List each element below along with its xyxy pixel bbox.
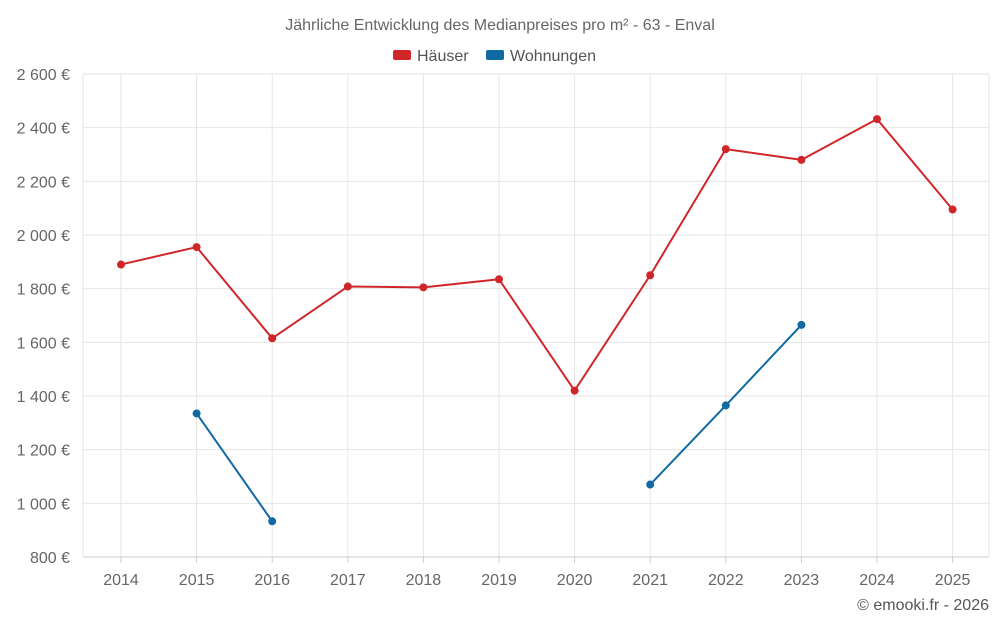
x-axis: 2014 2015 2016 2017 2018 2019 2020 2021 2022 2023… xyxy=(83,556,989,589)
x-tick-label: 2024 xyxy=(859,572,895,589)
y-tick-label: 2 000 € xyxy=(17,228,70,245)
series-layer xyxy=(117,115,957,526)
x-tick-label: 2023 xyxy=(784,572,820,589)
series-wohnungen xyxy=(192,320,806,526)
data-point-haeuser[interactable] xyxy=(268,334,277,343)
legend-item-wohnungen[interactable]: Wohnungen xyxy=(486,48,596,65)
data-point-wohnungen[interactable] xyxy=(721,401,730,410)
x-tick-label: 2016 xyxy=(254,572,290,589)
chart-title: Jährliche Entwicklung des Medianpreises … xyxy=(285,17,715,34)
credit-text: © emooki.fr - 2026 xyxy=(857,597,989,614)
data-point-haeuser[interactable] xyxy=(570,386,579,395)
data-point-haeuser[interactable] xyxy=(117,260,125,269)
gridlines xyxy=(82,73,990,558)
y-tick-label: 2 200 € xyxy=(17,174,70,191)
x-tick-label: 2022 xyxy=(708,572,744,589)
data-point-haeuser[interactable] xyxy=(721,145,730,154)
y-tick-label: 1 400 € xyxy=(17,389,70,406)
legend: Häuser Wohnungen xyxy=(393,48,596,65)
legend-label-wohnungen: Wohnungen xyxy=(510,48,596,65)
series-line-wohnungen xyxy=(195,412,274,522)
data-point-haeuser[interactable] xyxy=(495,275,503,284)
series-line-haeuser xyxy=(120,118,954,392)
x-tick-label: 2020 xyxy=(557,572,593,589)
legend-item-haeuser[interactable]: Häuser xyxy=(393,48,469,65)
data-point-haeuser[interactable] xyxy=(646,271,655,280)
series-haeuser xyxy=(117,115,957,395)
y-tick-label: 2 400 € xyxy=(17,121,70,138)
data-point-haeuser[interactable] xyxy=(797,155,806,164)
legend-label-haeuser: Häuser xyxy=(417,48,469,65)
x-tick-label: 2017 xyxy=(330,572,366,589)
data-point-wohnungen[interactable] xyxy=(646,480,655,489)
data-point-wohnungen[interactable] xyxy=(268,517,277,526)
y-tick-label: 1 600 € xyxy=(17,335,70,352)
legend-swatch-haeuser xyxy=(393,50,411,60)
y-tick-label: 800 € xyxy=(30,550,70,567)
y-tick-label: 1 200 € xyxy=(17,443,70,460)
data-point-haeuser[interactable] xyxy=(419,283,428,292)
x-tick-label: 2018 xyxy=(406,572,442,589)
data-point-haeuser[interactable] xyxy=(192,243,201,252)
legend-swatch-wohnungen xyxy=(486,50,504,60)
y-tick-label: 1 000 € xyxy=(17,496,70,513)
data-point-wohnungen[interactable] xyxy=(192,409,201,418)
data-point-haeuser[interactable] xyxy=(343,282,352,291)
x-tick-label: 2015 xyxy=(179,572,215,589)
x-tick-label: 2025 xyxy=(935,572,971,589)
x-tick-label: 2021 xyxy=(632,572,668,589)
x-tick-label: 2019 xyxy=(481,572,517,589)
x-tick-label: 2014 xyxy=(103,572,139,589)
data-point-wohnungen[interactable] xyxy=(797,320,806,329)
y-tick-label: 2 600 € xyxy=(17,67,70,84)
data-point-haeuser[interactable] xyxy=(873,115,881,124)
y-axis: 800 € 1 000 € 1 200 € 1 400 € 1 600 € 1 800 €… xyxy=(17,67,70,567)
y-tick-label: 1 800 € xyxy=(17,282,70,299)
data-point-haeuser[interactable] xyxy=(948,205,957,214)
